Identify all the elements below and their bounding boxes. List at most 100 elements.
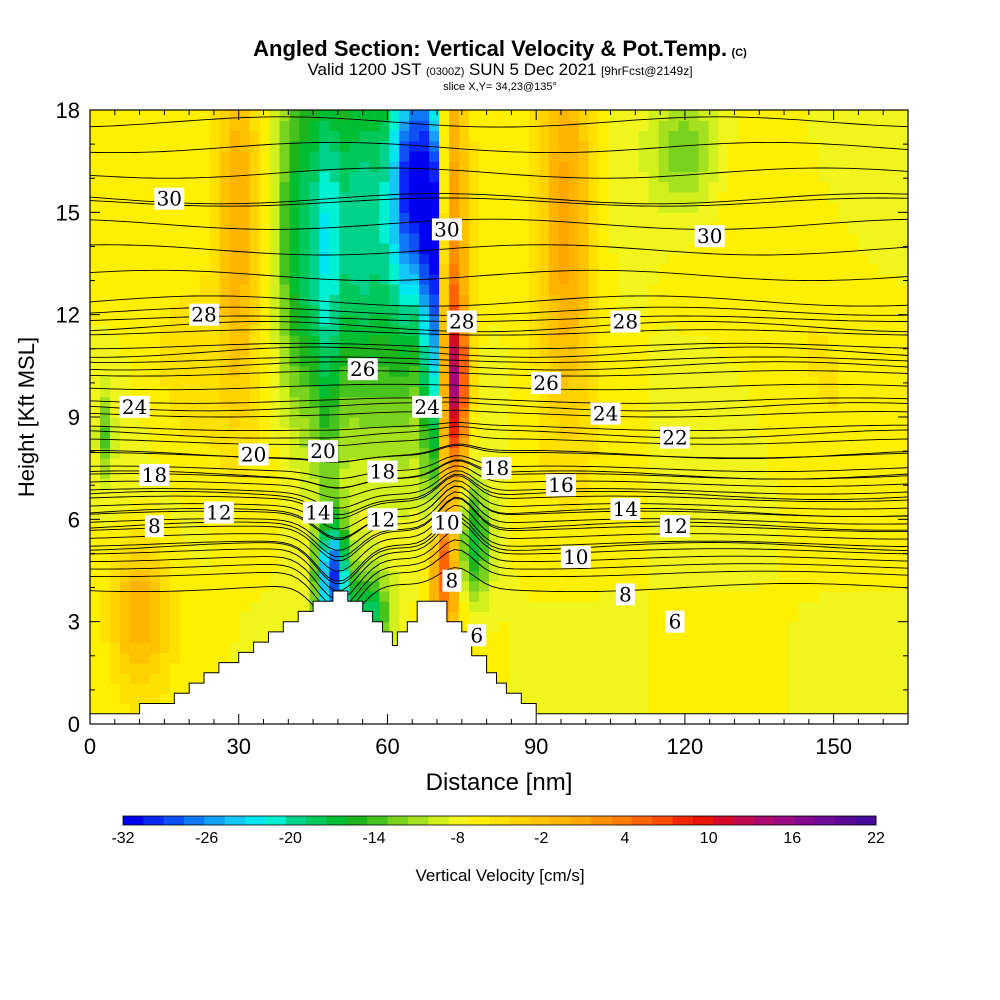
velocity-cell [858, 120, 869, 132]
velocity-cell [389, 580, 400, 592]
velocity-cell [199, 662, 211, 674]
velocity-cell [718, 642, 730, 653]
velocity-cell [588, 110, 600, 121]
velocity-cell [638, 253, 650, 265]
velocity-cell [508, 263, 520, 275]
velocity-cell [718, 181, 730, 193]
velocity-cell [319, 110, 331, 121]
velocity-cell [399, 304, 410, 316]
velocity-cell [119, 212, 131, 224]
velocity-cell [419, 335, 430, 346]
velocity-cell [508, 335, 520, 346]
velocity-cell [159, 580, 171, 592]
velocity-cell [419, 171, 430, 183]
velocity-cell [179, 417, 191, 428]
velocity-cell [229, 652, 241, 664]
velocity-cell [339, 273, 350, 285]
velocity-cell [389, 161, 400, 172]
velocity-cell [90, 703, 101, 715]
velocity-cell [459, 529, 470, 541]
velocity-cell [888, 703, 899, 715]
velocity-cell [618, 232, 630, 244]
velocity-cell [259, 283, 271, 295]
velocity-cell [389, 191, 400, 203]
velocity-cell [688, 386, 700, 398]
velocity-cell [818, 335, 829, 346]
velocity-cell [718, 488, 730, 500]
velocity-cell [459, 140, 470, 152]
velocity-cell [169, 590, 181, 602]
velocity-cell [588, 631, 600, 643]
velocity-cell [698, 304, 710, 316]
velocity-cell [489, 212, 500, 224]
velocity-cell [628, 253, 640, 265]
velocity-cell [409, 253, 420, 265]
velocity-cell [738, 703, 749, 715]
velocity-cell [189, 672, 201, 684]
velocity-cell [429, 468, 440, 479]
velocity-cell [518, 652, 530, 664]
velocity-cell [568, 396, 580, 408]
velocity-cell [608, 386, 620, 398]
velocity-cell [169, 222, 181, 234]
velocity-cell [568, 273, 580, 285]
velocity-cell [738, 232, 749, 244]
velocity-cell [648, 345, 660, 357]
velocity-cell [149, 130, 161, 142]
velocity-cell [169, 335, 181, 346]
velocity-cell [289, 570, 301, 582]
velocity-cell [888, 171, 899, 183]
velocity-cell [548, 703, 560, 715]
velocity-cell [389, 437, 400, 449]
velocity-cell [359, 509, 370, 520]
velocity-cell [179, 570, 191, 582]
velocity-cell [289, 243, 301, 254]
velocity-cell [558, 529, 570, 541]
velocity-cell [668, 396, 680, 408]
velocity-cell [618, 386, 630, 398]
velocity-cell [598, 222, 610, 234]
velocity-cell [758, 621, 769, 633]
velocity-cell [638, 181, 650, 193]
velocity-cell [199, 243, 211, 254]
velocity-cell [259, 181, 271, 193]
velocity-cell [898, 652, 908, 664]
velocity-cell [568, 601, 580, 613]
velocity-cell [528, 345, 540, 357]
velocity-cell [638, 693, 650, 705]
velocity-cell [309, 529, 321, 541]
velocity-cell [259, 304, 271, 316]
velocity-cell [369, 447, 380, 459]
velocity-cell [558, 683, 570, 694]
velocity-cell [279, 427, 291, 439]
velocity-cell [189, 631, 201, 643]
velocity-cell [239, 539, 251, 551]
velocity-cell [359, 488, 370, 500]
velocity-cell [459, 304, 470, 316]
velocity-cell [728, 693, 740, 705]
velocity-cell [808, 662, 819, 674]
velocity-cell [479, 386, 490, 398]
velocity-cell [668, 601, 680, 613]
velocity-cell [439, 376, 450, 387]
velocity-cell [688, 570, 700, 582]
velocity-cell [219, 611, 231, 623]
velocity-cell [289, 150, 301, 162]
velocity-cell [159, 693, 171, 705]
velocity-cell [209, 212, 221, 224]
velocity-cell [878, 417, 889, 428]
velocity-cell [90, 355, 101, 367]
velocity-cell [339, 161, 350, 172]
velocity-cell [119, 570, 131, 582]
velocity-cell [728, 324, 740, 336]
velocity-cell [279, 110, 291, 121]
velocity-cell [538, 110, 550, 121]
velocity-cell [528, 642, 540, 653]
velocity-cell [808, 447, 819, 459]
velocity-cell [698, 703, 710, 715]
velocity-cell [479, 253, 490, 265]
velocity-cell [159, 222, 171, 234]
velocity-cell [169, 652, 181, 664]
velocity-cell [768, 140, 779, 152]
velocity-cell [598, 478, 610, 490]
